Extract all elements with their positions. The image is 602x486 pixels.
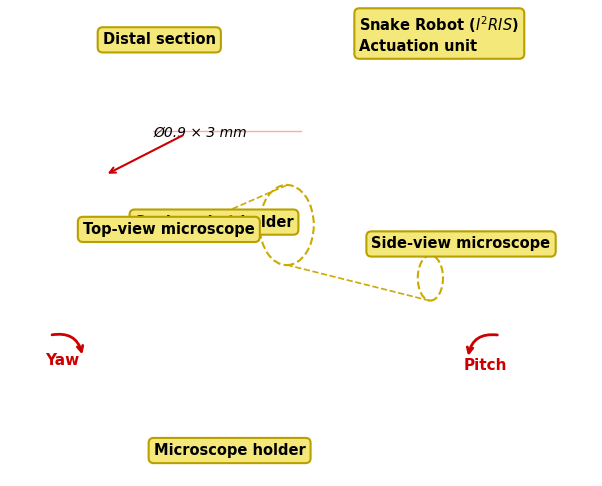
Text: Yaw: Yaw	[45, 353, 79, 368]
Text: Microscope holder: Microscope holder	[154, 443, 305, 458]
Text: Distal section: Distal section	[103, 33, 216, 47]
Text: Top-view microscope: Top-view microscope	[83, 222, 255, 237]
Text: Side-view microscope: Side-view microscope	[371, 237, 551, 251]
Text: Snake robot holder: Snake robot holder	[135, 215, 293, 229]
Text: Pitch: Pitch	[464, 359, 507, 373]
Text: Snake Robot ($\mathit{I}^{2}\mathit{RIS}$)
Actuation unit: Snake Robot ($\mathit{I}^{2}\mathit{RIS}…	[359, 15, 519, 53]
Text: Ø0.9 × 3 mm: Ø0.9 × 3 mm	[154, 126, 247, 140]
